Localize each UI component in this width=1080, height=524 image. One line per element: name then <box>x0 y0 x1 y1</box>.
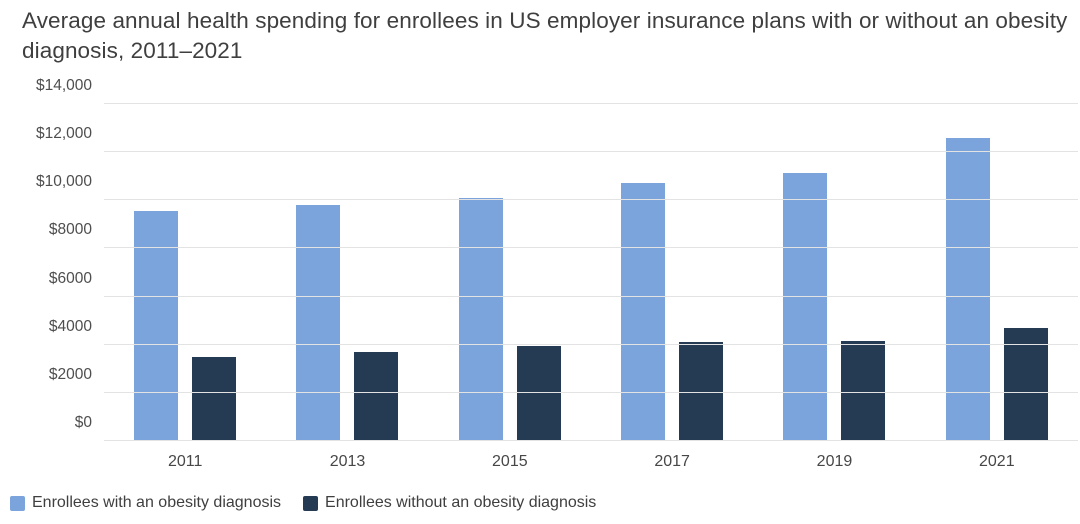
legend: Enrollees with an obesity diagnosis Enrol… <box>10 494 596 512</box>
y-axis-tick-label: $2000 <box>48 365 92 383</box>
bar-with-obesity <box>296 205 341 441</box>
x-axis-tick-label: 2021 <box>979 453 1015 470</box>
legend-item: Enrollees without an obesity diagnosis <box>303 494 596 512</box>
gridline <box>104 103 1078 104</box>
y-axis-tick-label: $6000 <box>48 269 92 287</box>
legend-swatch <box>303 495 319 511</box>
bar-without-obesity <box>1003 327 1048 441</box>
bar-without-obesity <box>679 342 724 441</box>
gridline <box>104 295 1078 297</box>
bar-with-obesity <box>458 197 503 441</box>
x-axis-tick-label: 2011 <box>167 453 203 470</box>
gridline <box>104 391 1078 393</box>
bar-without-obesity <box>841 341 886 441</box>
legend-label: Enrollees without an obesity diagnosis <box>325 494 597 511</box>
y-axis-tick-label: $12,000 <box>35 125 92 143</box>
legend-item: Enrollees with an obesity diagnosis <box>10 494 281 512</box>
bar-without-obesity <box>516 345 561 441</box>
gridline <box>104 151 1078 153</box>
bar-with-obesity <box>134 211 179 441</box>
bar-group: 2019 <box>753 104 915 470</box>
y-axis-tick-label: $8000 <box>48 221 92 239</box>
bar-without-obesity <box>192 356 237 441</box>
bar-group: 2021 <box>916 104 1078 470</box>
x-axis-tick-label: 2013 <box>329 453 366 470</box>
y-axis-tick-label: $14,000 <box>35 77 92 94</box>
x-axis-tick-label: 2015 <box>492 453 528 470</box>
chart-page: Average annual health spending for enrol… <box>0 6 1080 524</box>
gridline <box>104 343 1078 345</box>
bar-group: 2011 <box>104 104 266 470</box>
y-axis-tick-label: $4000 <box>48 317 92 335</box>
bar-with-obesity <box>783 172 828 441</box>
bar-with-obesity <box>945 137 990 441</box>
chart-title: Average annual health spending for enrol… <box>22 8 1068 63</box>
x-axis-tick-label: 2019 <box>816 453 853 470</box>
plot-area: 2011 2013 2015 2017 2019 2021 $14,000 $12,000 $… <box>36 77 1078 470</box>
bar-group: 2017 <box>591 104 753 470</box>
y-axis-tick-label: $0 <box>74 414 92 431</box>
bar-groups: 2011 2013 2015 2017 2019 2021 <box>104 104 1078 470</box>
bar-without-obesity <box>354 351 399 441</box>
x-axis-tick-label: 2017 <box>654 453 690 470</box>
bar-group: 2013 <box>266 104 428 470</box>
legend-swatch <box>10 495 25 511</box>
bar-group: 2015 <box>429 104 591 470</box>
gridline <box>104 440 1078 441</box>
legend-label: Enrollees with an obesity diagnosis <box>32 494 282 511</box>
y-axis-tick-label: $10,000 <box>35 173 92 191</box>
bar-with-obesity <box>621 183 666 441</box>
gridline <box>104 247 1078 249</box>
gridline <box>104 199 1078 201</box>
